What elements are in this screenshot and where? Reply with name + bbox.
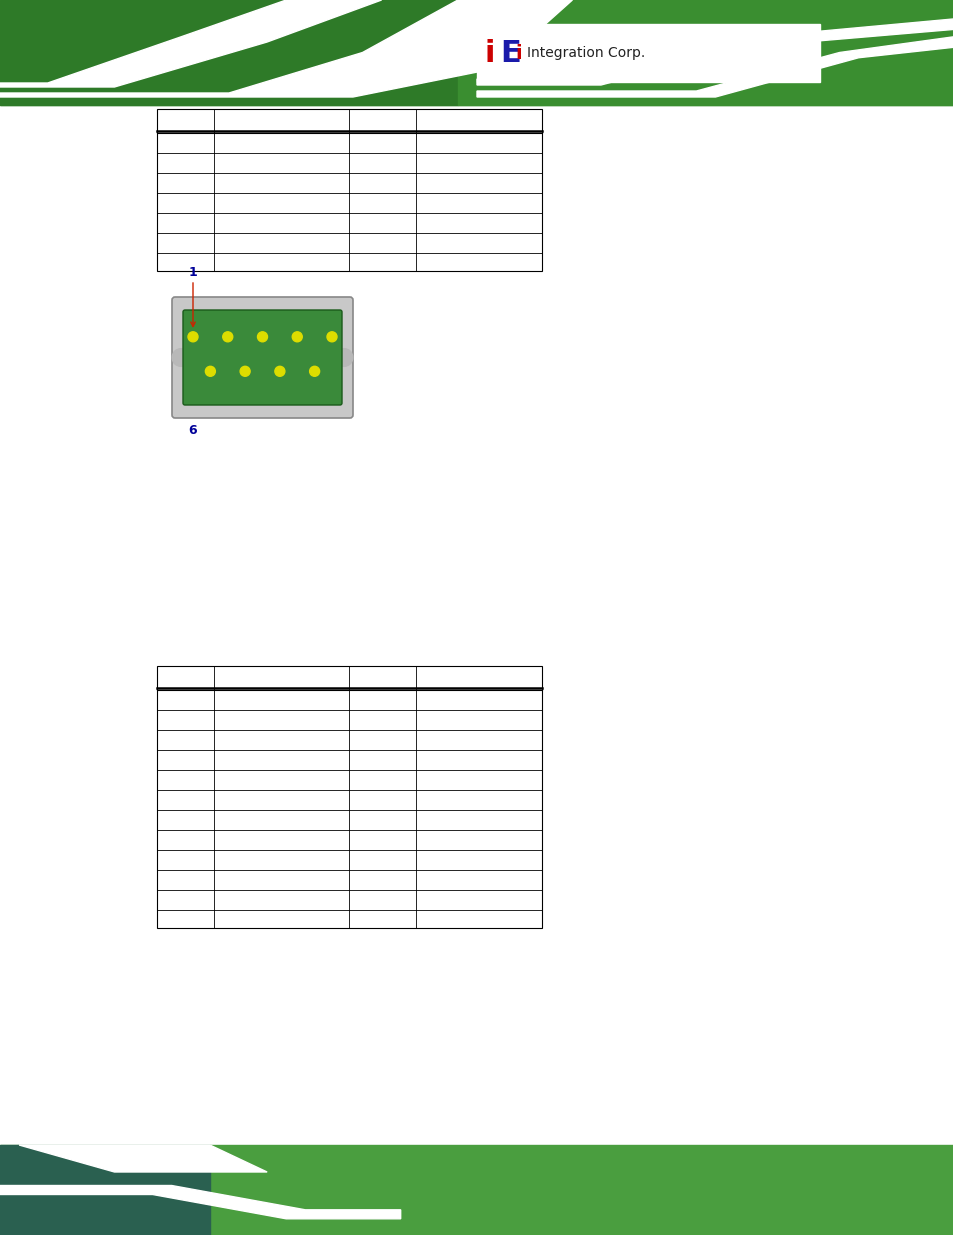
Polygon shape [19, 1145, 267, 1172]
Circle shape [335, 348, 353, 367]
Text: i: i [515, 43, 521, 63]
Polygon shape [476, 37, 953, 98]
Polygon shape [476, 19, 953, 85]
Text: i: i [484, 38, 495, 68]
Circle shape [205, 367, 215, 377]
FancyBboxPatch shape [172, 296, 353, 417]
Circle shape [172, 348, 190, 367]
FancyBboxPatch shape [183, 310, 341, 405]
Bar [0, 0, 953, 105]
Bar [157, 109, 541, 270]
Text: Integration Corp.: Integration Corp. [526, 46, 644, 61]
Bar [0, 1145, 210, 1235]
Circle shape [327, 332, 336, 342]
Text: 6: 6 [189, 424, 197, 436]
Bar [476, 25, 820, 82]
Text: E: E [499, 38, 520, 68]
Circle shape [292, 332, 302, 342]
Polygon shape [0, 0, 381, 86]
Circle shape [257, 332, 267, 342]
Polygon shape [0, 0, 572, 98]
Text: 1: 1 [189, 266, 197, 279]
Circle shape [222, 332, 233, 342]
Bar [0, 0, 457, 105]
Circle shape [310, 367, 319, 377]
Bar [457, 0, 953, 105]
Bar [157, 666, 541, 927]
Circle shape [188, 332, 198, 342]
Circle shape [240, 367, 250, 377]
Bar [0, 1145, 953, 1235]
Polygon shape [0, 1186, 400, 1219]
Circle shape [274, 367, 285, 377]
